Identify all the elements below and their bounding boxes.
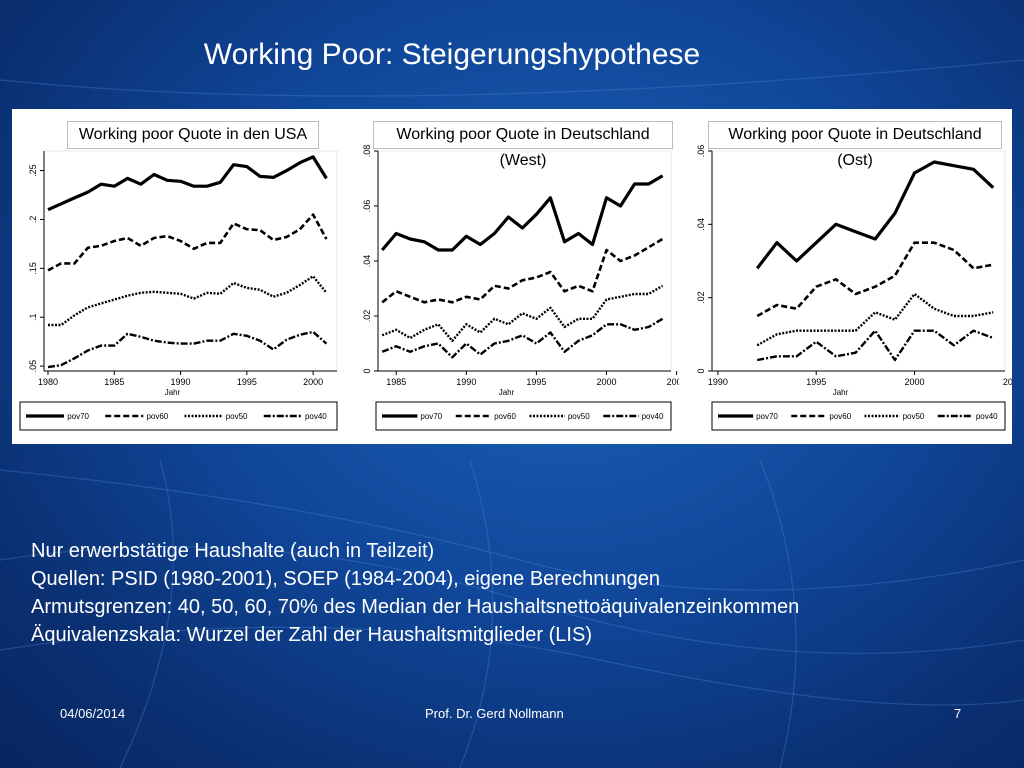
legend-label: pov70 bbox=[67, 412, 89, 421]
y-tick-label: .02 bbox=[696, 291, 706, 304]
y-tick-label: .05 bbox=[28, 360, 38, 373]
x-tick-label: 1995 bbox=[806, 377, 826, 387]
x-axis-label: Jahr bbox=[833, 388, 849, 397]
plot-area bbox=[711, 150, 1006, 372]
y-tick-label: .04 bbox=[696, 218, 706, 231]
chart-west: 0 .02 .04 .06 .08 1985 1990 1995 2000 2005 Jahr pov… bbox=[362, 145, 679, 431]
series-line-pov70 bbox=[47, 155, 328, 212]
x-tick-label: 1990 bbox=[456, 377, 476, 387]
series-line-pov60 bbox=[47, 213, 328, 272]
series-line-pov60 bbox=[381, 237, 664, 304]
x-tick-label: 1995 bbox=[237, 377, 257, 387]
legend-label: pov40 bbox=[976, 412, 998, 421]
y-tick-label: .15 bbox=[28, 262, 38, 275]
note-line: Nur erwerbstätige Haushalte (auch in Tei… bbox=[31, 540, 435, 562]
x-tick-label: 2000 bbox=[303, 377, 323, 387]
x-tick-label: 1990 bbox=[708, 377, 728, 387]
x-axis-label: Jahr bbox=[499, 388, 515, 397]
x-tick-label: 1990 bbox=[171, 377, 191, 387]
legend-label: pov40 bbox=[305, 412, 327, 421]
y-tick-label: .25 bbox=[28, 164, 38, 177]
chart-panel-ost: 0 .02 .04 .06 1990 1995 2000 2005 Jahr pov70 pov60… bbox=[680, 109, 1012, 444]
legend-label: pov70 bbox=[420, 412, 442, 421]
slide-notes: Nur erwerbstätige Haushalte (auch in Tei… bbox=[31, 537, 799, 649]
legend-label: pov60 bbox=[494, 412, 516, 421]
chart-panel-usa: .05 .1 .15 .2 .25 1980 1985 1990 1995 2000 Jahr pov… bbox=[12, 109, 345, 444]
chart-title: Working poor Quote in Deutschland (Ost) bbox=[708, 121, 1002, 169]
series-line-pov50 bbox=[756, 292, 994, 347]
y-tick-label: .2 bbox=[28, 216, 38, 224]
x-tick-label: 2000 bbox=[905, 377, 925, 387]
legend-label: pov50 bbox=[903, 412, 925, 421]
y-tick-label: .04 bbox=[362, 255, 372, 268]
y-tick-label: .06 bbox=[696, 145, 706, 158]
plot-area bbox=[377, 150, 672, 372]
footer-page-number: 7 bbox=[954, 706, 962, 721]
footer-date: 04/06/2014 bbox=[60, 706, 126, 721]
x-tick-label: 2000 bbox=[596, 377, 616, 387]
x-tick-label: 1995 bbox=[526, 377, 546, 387]
chart-title: Working poor Quote in den USA bbox=[67, 121, 319, 149]
legend-label: pov60 bbox=[146, 412, 168, 421]
chart-ost: 0 .02 .04 .06 1990 1995 2000 2005 Jahr pov70 pov60… bbox=[696, 145, 1012, 431]
x-axis-label: Jahr bbox=[165, 388, 181, 397]
series-line-pov60 bbox=[756, 241, 994, 318]
footer-author: Prof. Dr. Gerd Nollmann bbox=[425, 706, 564, 721]
x-tick-label: 1985 bbox=[104, 377, 124, 387]
chart-figure: .05 .1 .15 .2 .25 1980 1985 1990 1995 2000 Jahr pov… bbox=[12, 109, 1012, 444]
chart-panel-west: 0 .02 .04 .06 .08 1985 1990 1995 2000 2005 Jahr pov… bbox=[346, 109, 679, 444]
legend-label: pov50 bbox=[226, 412, 248, 421]
x-tick-label: 1985 bbox=[386, 377, 406, 387]
chart-usa: .05 .1 .15 .2 .25 1980 1985 1990 1995 2000 Jahr pov… bbox=[19, 150, 338, 431]
y-tick-label: .02 bbox=[362, 310, 372, 323]
series-line-pov70 bbox=[755, 160, 995, 270]
series-line-pov50 bbox=[381, 284, 664, 343]
legend-label: pov50 bbox=[568, 412, 590, 421]
y-tick-label: .08 bbox=[362, 145, 372, 158]
series-line-pov40 bbox=[47, 330, 328, 369]
x-tick-label: 2005 bbox=[667, 377, 679, 387]
series-line-pov50 bbox=[48, 274, 328, 327]
series-line-pov70 bbox=[380, 174, 664, 252]
chart-title: Working poor Quote in Deutschland (West) bbox=[373, 121, 673, 169]
series-line-pov40 bbox=[756, 329, 994, 362]
legend-box bbox=[19, 401, 338, 431]
y-tick-label: .06 bbox=[362, 200, 372, 213]
y-tick-label: 0 bbox=[362, 368, 372, 373]
legend-label: pov60 bbox=[829, 412, 851, 421]
x-tick-label: 1980 bbox=[38, 377, 58, 387]
note-line: Quellen: PSID (1980-2001), SOEP (1984-20… bbox=[31, 568, 660, 590]
note-line: Armutsgrenzen: 40, 50, 60, 70% des Media… bbox=[31, 596, 800, 618]
y-tick-label: .1 bbox=[28, 313, 38, 321]
slide-title: Working Poor: Steigerungshypothese bbox=[203, 38, 701, 71]
note-line: Äquivalenzskala: Wurzel der Zahl der Hau… bbox=[31, 624, 592, 646]
series-line-pov40 bbox=[381, 317, 664, 359]
x-tick-label: 2005 bbox=[1003, 377, 1012, 387]
y-tick-label: 0 bbox=[696, 368, 706, 373]
legend-label: pov40 bbox=[642, 412, 664, 421]
legend-label: pov70 bbox=[756, 412, 778, 421]
